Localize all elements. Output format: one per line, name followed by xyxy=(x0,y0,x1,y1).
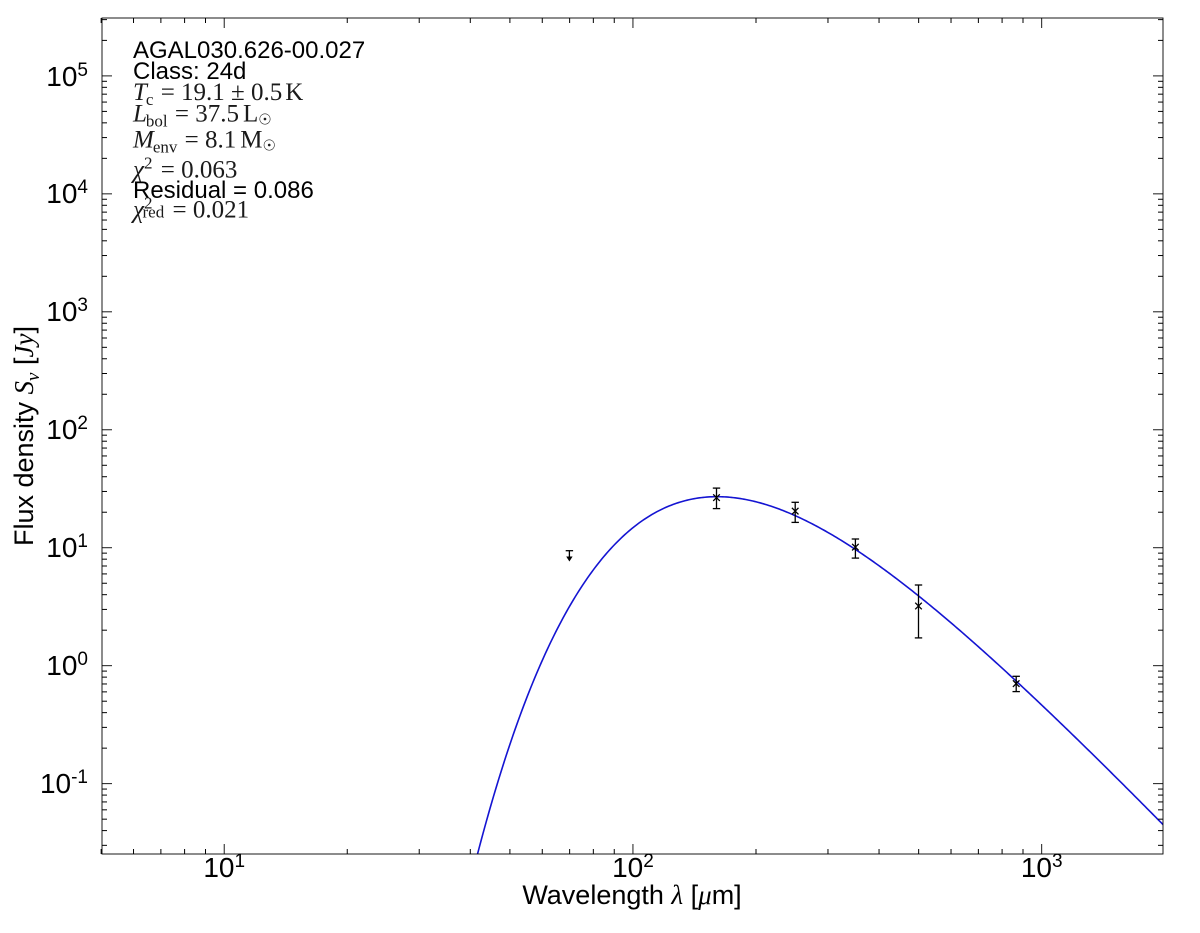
svg-text:Wavelength λ [μm]: Wavelength λ [μm] xyxy=(522,880,741,910)
svg-text:Menv = 8.1M☉: Menv = 8.1 M☉ xyxy=(132,127,276,157)
svg-text:χ2red = 0.021: χ2red = 0.021 xyxy=(131,194,249,224)
svg-text:Flux density Sν [Jy]: Flux density Sν [Jy] xyxy=(9,326,44,546)
